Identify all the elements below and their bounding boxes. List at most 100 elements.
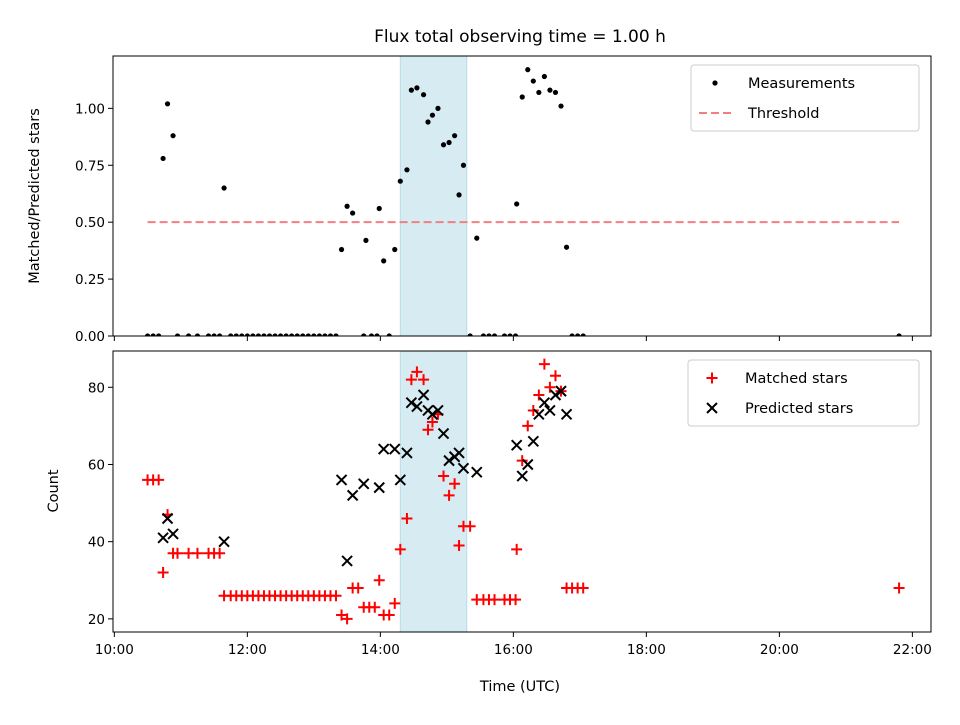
measurements-point [368, 333, 375, 336]
measurements-point [486, 333, 492, 336]
y-tick-label: 40 [88, 535, 105, 551]
y-tick-label: 1.00 [75, 101, 105, 117]
matched-stars-point [214, 547, 226, 559]
measurements-point [440, 142, 447, 148]
measurements-point [452, 133, 458, 139]
measurements-point [244, 333, 250, 336]
legend-box [690, 64, 920, 132]
measurements-point [563, 244, 570, 250]
predicted-stars-point [417, 389, 430, 401]
measurements-point [194, 333, 201, 336]
measurements-point [530, 78, 536, 84]
measurements-point [185, 333, 192, 336]
measurements-point [414, 85, 420, 91]
predicted-stars-point [432, 404, 444, 417]
predicted-stars-point [411, 400, 423, 413]
top-y-axis-label: Matched/Predicted stars [27, 108, 43, 284]
matched-stars-point [426, 416, 438, 428]
matched-stars-point [330, 590, 342, 602]
measurements-point [266, 333, 273, 336]
measurements-point [519, 94, 525, 100]
measurements-point [174, 333, 181, 336]
measurements-point [205, 333, 212, 336]
matched-stars-point [341, 613, 353, 625]
matched-stars-point [394, 543, 406, 555]
predicted-stars-point [538, 397, 551, 409]
x-tick-label: 22:00 [893, 642, 932, 658]
matched-stars-point [510, 594, 522, 606]
measurements-point [460, 162, 467, 168]
matched-stars-point [422, 424, 434, 436]
axes-frame [112, 55, 932, 337]
measurements-point [277, 333, 284, 336]
matched-stars-point [544, 381, 556, 393]
legend-matched-stars-label: Matched stars [745, 371, 848, 387]
predicted-stars-point [457, 462, 470, 475]
matched-stars-point [336, 609, 348, 621]
matched-stars-point [443, 489, 455, 501]
matched-stars-point [549, 370, 561, 382]
measurements-point [322, 333, 328, 336]
measurements-point [283, 333, 289, 336]
measurements-point [386, 333, 392, 336]
legend-measurements-label: Measurements [748, 76, 855, 92]
predicted-stars-point [346, 489, 359, 502]
predicted-stars-point [516, 470, 528, 482]
x-tick-label: 12:00 [228, 642, 267, 658]
matched-stars-point [157, 567, 169, 579]
measurements-point [552, 89, 559, 96]
legend-predicted-stars-label: Predicted stars [745, 401, 853, 417]
matched-stars-point [453, 540, 465, 552]
predicted-stars-point [401, 447, 413, 459]
measurements-point [261, 333, 267, 336]
predicted-stars-point [426, 408, 439, 421]
measurements-point [217, 333, 223, 336]
measurements-point [144, 333, 151, 336]
y-tick-label: 60 [88, 457, 105, 473]
matched-stars-point [373, 574, 385, 586]
measurements-point [507, 333, 513, 336]
measurements-point [392, 246, 398, 253]
predicted-stars-point [218, 535, 230, 548]
highlight-band [399, 350, 468, 633]
measurements-point [233, 333, 239, 336]
measurements-point [376, 205, 382, 212]
matched-stars-point [464, 520, 476, 532]
predicted-stars-point [358, 478, 370, 490]
predicted-stars-point [405, 397, 418, 409]
predicted-stars-point [549, 389, 562, 401]
measurements-point [456, 192, 462, 198]
measurements-point [525, 67, 531, 73]
matched-stars-point [577, 582, 589, 594]
matched-stars-point [389, 597, 401, 609]
predicted-stars-point [335, 474, 348, 486]
predicted-stars-point [522, 458, 534, 471]
matched-stars-point [538, 358, 550, 370]
matched-stars-point [522, 420, 534, 432]
y-tick-label: 0.00 [75, 329, 105, 345]
measurements-point [250, 333, 256, 336]
measurements-point [569, 333, 575, 336]
matched-stars-point [401, 513, 413, 525]
matched-stars-point [191, 547, 203, 559]
bottom-y-axis-label: Count [46, 469, 62, 512]
plot-area [142, 358, 905, 625]
measurements-point [294, 333, 300, 336]
predicted-stars-point [510, 439, 523, 451]
matched-stars-point [405, 374, 417, 386]
y-tick-label: 0.75 [75, 158, 105, 174]
measurements-point [374, 333, 380, 336]
matched-stars-point [511, 543, 523, 555]
measurements-point [316, 333, 322, 336]
measurements-point [575, 333, 581, 336]
measurements-point [480, 333, 487, 336]
measurements-point [272, 333, 278, 336]
chart-title: Flux total observing time = 1.00 h [374, 27, 666, 47]
measurements-point [381, 258, 387, 264]
predicted-stars-point [389, 443, 401, 455]
measurements-point [435, 105, 441, 111]
x-tick-label: 18:00 [627, 642, 666, 658]
matched-stars-point [153, 474, 165, 486]
predicted-stars-point [394, 474, 407, 486]
